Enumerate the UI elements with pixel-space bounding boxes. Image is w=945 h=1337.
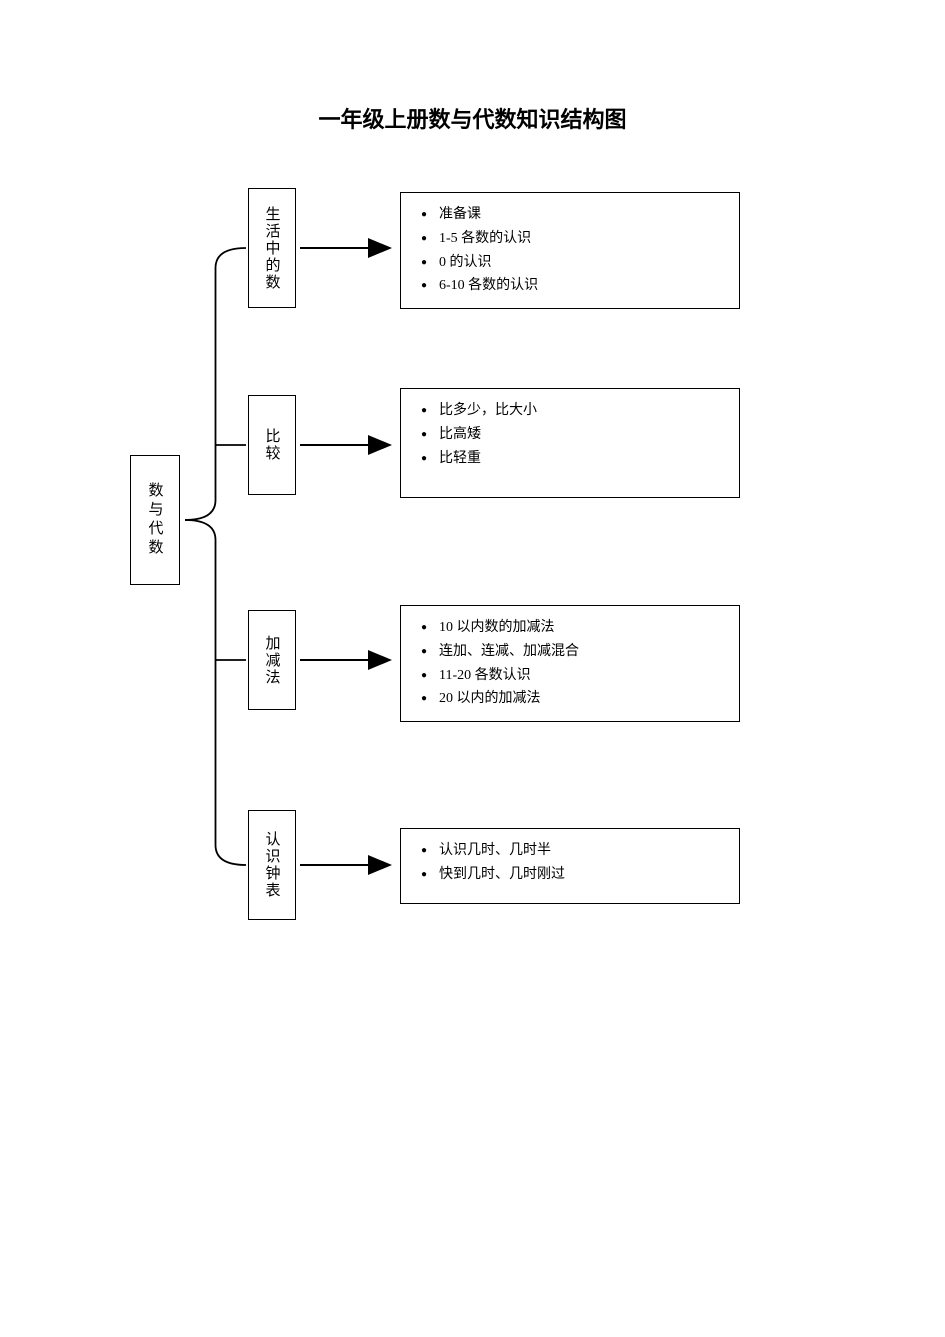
detail-box-life-numbers: 准备课1-5 各数的认识0 的认识6-10 各数的认识 xyxy=(400,192,740,309)
category-node-life-numbers: 生活中的数 xyxy=(248,188,296,308)
detail-item: 11-20 各数认识 xyxy=(417,664,723,688)
detail-item: 0 的认识 xyxy=(417,251,723,275)
category-node-compare: 比较 xyxy=(248,395,296,495)
detail-item: 比多少，比大小 xyxy=(417,399,723,423)
category-node-clock: 认识钟表 xyxy=(248,810,296,920)
category-label: 生活中的数 xyxy=(262,206,283,291)
root-node: 数与代数 xyxy=(130,455,180,585)
detail-box-compare: 比多少，比大小比高矮比轻重 xyxy=(400,388,740,498)
category-label: 加减法 xyxy=(262,635,283,686)
detail-item: 准备课 xyxy=(417,203,723,227)
detail-item: 20 以内的加减法 xyxy=(417,687,723,711)
detail-item: 比轻重 xyxy=(417,447,723,471)
detail-item: 连加、连减、加减混合 xyxy=(417,640,723,664)
brace xyxy=(185,248,246,865)
detail-item: 快到几时、几时刚过 xyxy=(417,863,723,887)
category-label: 认识钟表 xyxy=(262,831,283,899)
detail-box-add-sub: 10 以内数的加减法连加、连减、加减混合11-20 各数认识20 以内的加减法 xyxy=(400,605,740,722)
detail-list: 准备课1-5 各数的认识0 的认识6-10 各数的认识 xyxy=(417,203,723,298)
diagram-title: 一年级上册数与代数知识结构图 xyxy=(0,102,945,134)
detail-list: 认识几时、几时半快到几时、几时刚过 xyxy=(417,839,723,887)
root-label: 数与代数 xyxy=(145,482,166,558)
detail-list: 比多少，比大小比高矮比轻重 xyxy=(417,399,723,470)
category-label: 比较 xyxy=(262,428,283,462)
detail-item: 认识几时、几时半 xyxy=(417,839,723,863)
detail-item: 比高矮 xyxy=(417,423,723,447)
category-node-add-sub: 加减法 xyxy=(248,610,296,710)
detail-item: 6-10 各数的认识 xyxy=(417,274,723,298)
detail-box-clock: 认识几时、几时半快到几时、几时刚过 xyxy=(400,828,740,904)
detail-list: 10 以内数的加减法连加、连减、加减混合11-20 各数认识20 以内的加减法 xyxy=(417,616,723,711)
detail-item: 1-5 各数的认识 xyxy=(417,227,723,251)
arrows xyxy=(300,248,388,865)
detail-item: 10 以内数的加减法 xyxy=(417,616,723,640)
